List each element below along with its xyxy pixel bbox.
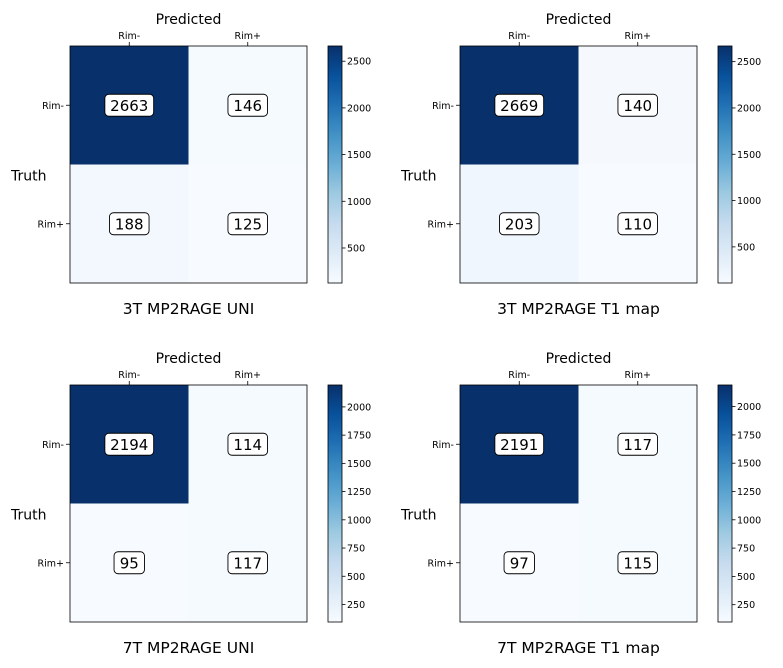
value-label: 2194 [110, 436, 148, 454]
value-label-box [108, 212, 150, 236]
value-label: 110 [623, 215, 652, 233]
colorbar [327, 45, 343, 284]
value-label: 114 [233, 436, 262, 454]
colorbar-tick-label: 2000 [347, 103, 371, 114]
panel-4: 2191 117 97 115 Rim- Rim+ Rim- Rim+ Predicted Tru… [400, 351, 761, 657]
y-tick-label: Rim+ [38, 558, 64, 569]
x-tick-label: Rim- [508, 31, 530, 42]
y-tick-label: Rim- [42, 440, 64, 451]
x-tick-label: Rim- [118, 370, 140, 381]
matrix-frame [69, 384, 308, 623]
x-axis-title: Predicted [156, 351, 222, 367]
panel-1: 2663 146 188 125 Rim- Rim+ Rim- Rim+ Predicted Tr… [10, 12, 371, 318]
value-label-box [494, 93, 545, 117]
panel-title: 3T MP2RAGE UNI [123, 300, 255, 318]
value-label: 115 [623, 554, 652, 572]
y-tick-label: Rim+ [428, 219, 454, 230]
value-label-box [494, 432, 545, 456]
y-axis-title: Truth [10, 508, 47, 524]
colorbar-tick-label: 1500 [347, 150, 371, 161]
value-label: 97 [510, 554, 529, 572]
colorbar-tick-label: 1250 [347, 487, 371, 498]
value-label: 2663 [110, 97, 148, 115]
colorbar-tick-label: 1500 [347, 459, 371, 470]
x-tick-label: Rim+ [235, 31, 261, 42]
value-label-box [227, 212, 268, 236]
colorbar-tick-label: 1750 [737, 430, 761, 441]
value-label-box [503, 551, 535, 575]
colorbar-tick-label: 750 [737, 544, 755, 555]
colorbar-tick-label: 1000 [737, 515, 761, 526]
x-tick-label: Rim+ [625, 31, 651, 42]
y-axis-title: Truth [10, 169, 47, 185]
panel-title: 7T MP2RAGE UNI [123, 639, 255, 657]
value-label: 2191 [500, 436, 538, 454]
x-tick-label: Rim- [508, 370, 530, 381]
colorbar-tick-label: 2500 [347, 57, 371, 68]
panel-title: 7T MP2RAGE T1 map [497, 639, 660, 657]
x-axis-title: Predicted [546, 351, 612, 367]
value-label-box [113, 551, 145, 575]
y-tick-label: Rim- [432, 101, 454, 112]
colorbar-tick-label: 750 [347, 544, 365, 555]
colorbar-tick-label: 2500 [737, 57, 761, 68]
colorbar-tick-label: 250 [737, 600, 755, 611]
colorbar-tick-label: 2000 [737, 103, 761, 114]
panel-2: 2669 140 203 110 Rim- Rim+ Rim- Rim+ Predicted Tr… [400, 12, 761, 318]
colorbar-tick-label: 250 [347, 600, 365, 611]
x-axis-title: Predicted [546, 12, 612, 28]
value-label: 117 [233, 554, 262, 572]
x-tick-label: Rim+ [625, 370, 651, 381]
value-label: 125 [233, 215, 262, 233]
colorbar-tick-label: 1500 [737, 459, 761, 470]
colorbar [717, 45, 733, 284]
value-label-box [617, 432, 658, 456]
panel-3: 2194 114 95 117 Rim- Rim+ Rim- Rim+ Predicted Tru… [10, 351, 371, 657]
value-label: 203 [505, 215, 534, 233]
colorbar [717, 384, 733, 623]
y-axis-title: Truth [400, 508, 437, 524]
value-label: 140 [623, 97, 652, 115]
y-axis-title: Truth [400, 169, 437, 185]
colorbar-tick-label: 1000 [737, 196, 761, 207]
value-label-box [498, 212, 540, 236]
colorbar-tick-label: 1500 [737, 150, 761, 161]
colorbar-tick-label: 1250 [737, 487, 761, 498]
matrix-frame [459, 384, 698, 623]
x-tick-label: Rim- [118, 31, 140, 42]
colorbar-tick-label: 500 [737, 572, 755, 583]
value-label: 95 [120, 554, 139, 572]
value-label: 188 [115, 215, 144, 233]
colorbar-tick-label: 500 [347, 243, 365, 254]
colorbar-tick-label: 1000 [347, 515, 371, 526]
x-axis-title: Predicted [156, 12, 222, 28]
matrix-frame [69, 45, 308, 284]
y-tick-label: Rim+ [428, 558, 454, 569]
value-label: 2669 [500, 97, 538, 115]
colorbar-tick-label: 2000 [737, 402, 761, 413]
value-label-box [617, 551, 658, 575]
y-tick-label: Rim+ [38, 219, 64, 230]
y-tick-label: Rim- [42, 101, 64, 112]
panel-title: 3T MP2RAGE T1 map [497, 300, 660, 318]
value-label-box [227, 432, 268, 456]
colorbar-tick-label: 1750 [347, 431, 371, 442]
value-label: 146 [233, 97, 262, 115]
value-label-box [617, 93, 658, 117]
colorbar-tick-label: 500 [347, 572, 365, 583]
colorbar-tick-label: 500 [737, 242, 755, 253]
value-label-box [227, 93, 268, 117]
value-label-box [104, 432, 155, 456]
colorbar [327, 384, 343, 623]
matrix-frame [459, 45, 698, 284]
value-label-box [617, 212, 658, 236]
x-tick-label: Rim+ [235, 370, 261, 381]
colorbar-tick-label: 2000 [347, 402, 371, 413]
value-label-box [227, 551, 268, 575]
y-tick-label: Rim- [432, 440, 454, 451]
value-label-box [104, 93, 155, 117]
value-label: 117 [623, 436, 652, 454]
colorbar-tick-label: 1000 [347, 197, 371, 208]
